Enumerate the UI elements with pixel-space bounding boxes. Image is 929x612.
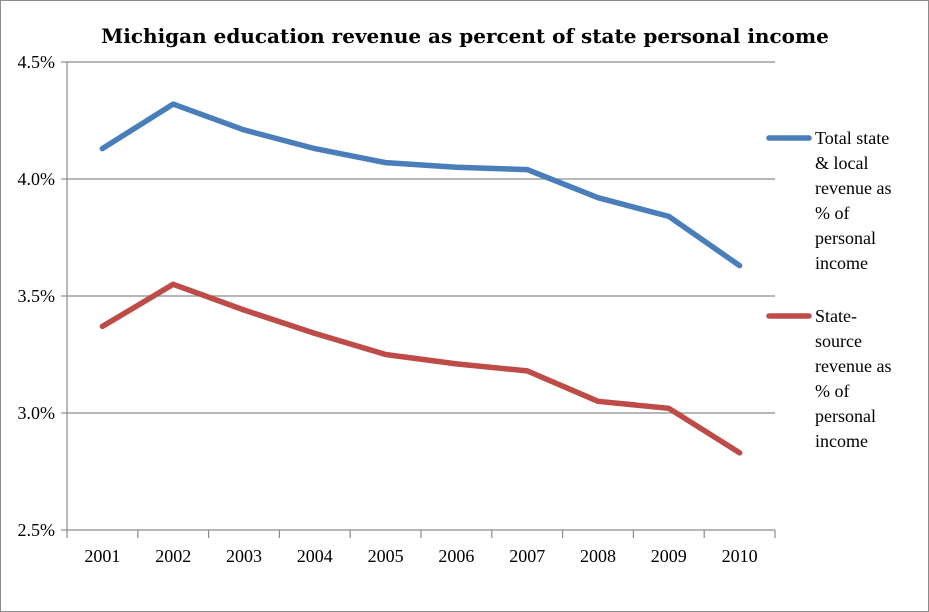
x-tick-label: 2001 xyxy=(84,546,120,566)
x-tick-label: 2004 xyxy=(297,546,333,566)
x-tick-label: 2006 xyxy=(438,546,474,566)
data-point xyxy=(312,330,318,337)
data-point xyxy=(737,262,743,269)
x-tick-label: 2009 xyxy=(651,546,687,566)
series-line-1 xyxy=(99,101,743,269)
x-tick-label: 2002 xyxy=(155,546,191,566)
legend-label-line: % of xyxy=(815,203,850,223)
legend-label-line: & local xyxy=(815,153,868,173)
data-point xyxy=(383,351,389,358)
y-tick-label: 3.5% xyxy=(18,286,56,306)
y-axis-ticks: 2.5% 3.0% 3.5% 4.0% 4.5% xyxy=(18,52,67,540)
legend-label-line: income xyxy=(815,253,868,273)
legend-label-line: State- xyxy=(815,306,857,326)
data-point xyxy=(595,398,601,404)
legend-label-line: revenue as xyxy=(815,178,891,198)
legend-label-line: Total state xyxy=(815,128,889,148)
data-point xyxy=(666,405,672,411)
x-tick-label: 2005 xyxy=(368,546,404,566)
data-point xyxy=(383,160,389,166)
legend: Total state & local revenue as % of personal… xyxy=(766,128,891,451)
x-tick-label: 2008 xyxy=(580,546,616,566)
data-point xyxy=(312,145,318,152)
y-tick-label: 4.0% xyxy=(18,169,56,189)
series-lines xyxy=(99,101,743,456)
legend-label-line: personal xyxy=(815,228,876,248)
legend-label-line: % of xyxy=(815,381,850,401)
data-point xyxy=(99,323,105,330)
x-tick-label: 2010 xyxy=(722,546,758,566)
data-point xyxy=(170,101,176,107)
data-point xyxy=(453,164,459,170)
legend-label-line: source xyxy=(815,331,862,351)
data-point xyxy=(524,368,530,374)
legend-label-line: revenue as xyxy=(815,356,891,376)
x-tick-label: 2003 xyxy=(226,546,262,566)
data-point xyxy=(241,307,247,313)
data-point xyxy=(524,167,530,173)
x-axis-ticks: 2001 2002 2003 2004 2005 2006 2007 2008 2009 2010 xyxy=(66,530,776,566)
data-point xyxy=(666,213,672,220)
legend-label-line: personal xyxy=(815,406,876,426)
y-tick-label: 3.0% xyxy=(18,403,56,423)
x-tick-label: 2007 xyxy=(509,546,545,566)
y-tick-label: 2.5% xyxy=(18,520,56,540)
gridlines xyxy=(67,61,775,414)
data-point xyxy=(99,145,105,152)
y-tick-label: 4.5% xyxy=(18,52,56,72)
data-point xyxy=(595,195,601,201)
series-line-2 xyxy=(99,281,743,456)
legend-label-line: income xyxy=(815,431,868,451)
data-point xyxy=(453,361,459,367)
chart-title: Michigan education revenue as percent of… xyxy=(101,24,829,48)
data-point xyxy=(737,450,743,456)
data-point xyxy=(241,127,247,133)
data-point xyxy=(170,281,176,287)
